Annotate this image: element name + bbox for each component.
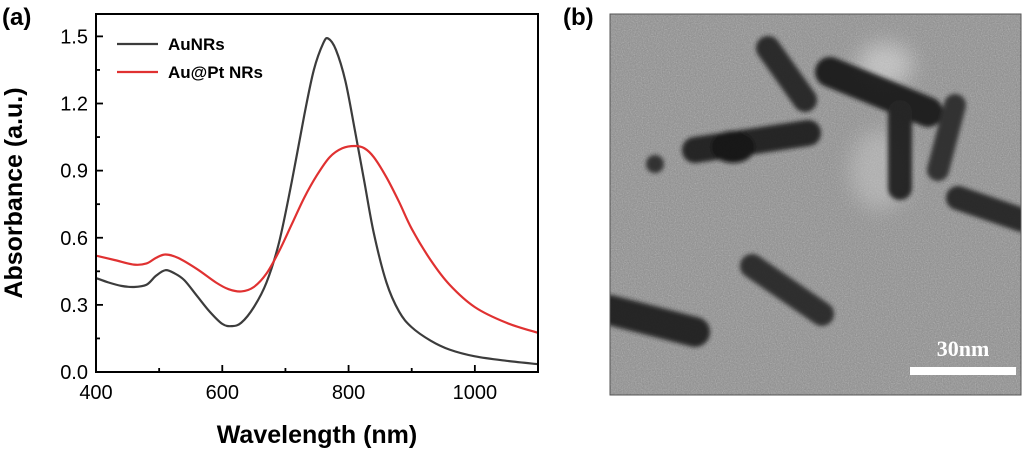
- y-axis-title: Absorbance (a.u.): [0, 87, 28, 298]
- scale-bar-label: 30nm: [937, 336, 990, 361]
- y-tick-label: 0.9: [60, 161, 88, 183]
- legend-label-aunrs: AuNRs: [168, 35, 225, 54]
- y-tick-label: 0.0: [60, 362, 88, 384]
- series-line-aunrs: [96, 37, 538, 366]
- y-tick-label: 1.2: [60, 94, 88, 116]
- panel-b-label: (b): [563, 4, 594, 31]
- legend: AuNRs Au@Pt NRs: [117, 35, 263, 82]
- x-axis-title: Wavelength (nm): [217, 421, 417, 449]
- tem-micrograph: 30nm: [610, 14, 1021, 395]
- plot-frame: [95, 13, 539, 373]
- y-tick-label: 0.3: [60, 295, 88, 317]
- scale-bar: [910, 367, 1016, 375]
- y-tick-label: 1.5: [60, 26, 88, 48]
- series-line-au-pt-nrs: [96, 144, 538, 334]
- plot-area: 400 600 800 1000 0.0 0.3 0.6 0.9 1.2 1.5 AuNRs Au@…: [60, 13, 539, 404]
- legend-label-au-pt-nrs: Au@Pt NRs: [168, 63, 263, 82]
- x-tick-label: 1000: [453, 382, 498, 404]
- x-tick-label: 800: [332, 382, 365, 404]
- x-tick-label: 400: [79, 382, 112, 404]
- x-tick-label: 600: [206, 382, 239, 404]
- panel-a-label: (a): [2, 4, 31, 31]
- y-tick-label: 0.6: [60, 228, 88, 250]
